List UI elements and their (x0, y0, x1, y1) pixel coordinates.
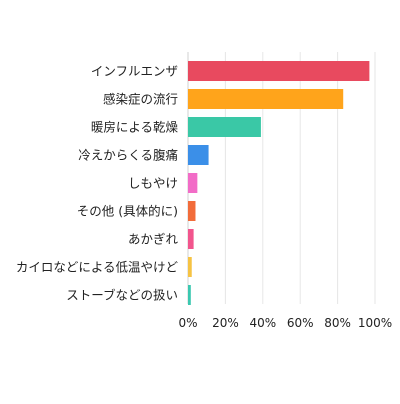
bar-2 (188, 89, 344, 109)
x-tick-label: 40% (249, 316, 276, 330)
x-tick-label: 80% (324, 316, 351, 330)
bar-9 (188, 285, 191, 305)
category-label: インフルエンザ (91, 64, 178, 79)
bar-1 (188, 61, 370, 81)
x-tick-label: 20% (212, 316, 239, 330)
bar-7 (188, 229, 194, 249)
x-tick-label: 0% (178, 316, 197, 330)
bar-8 (188, 257, 192, 277)
category-label: しもやけ (128, 176, 178, 191)
bar-4 (188, 145, 209, 165)
category-label: ストーブなどの扱い (66, 288, 178, 303)
bar-5 (188, 173, 198, 193)
x-tick-label: 100% (358, 316, 392, 330)
category-label: 冷えからくる腹痛 (78, 148, 178, 163)
category-label: 感染症の流行 (103, 92, 178, 107)
category-label: あかぎれ (128, 232, 179, 247)
bar-3 (188, 117, 261, 137)
category-label: その他 (具体的に) (77, 204, 178, 219)
category-label: 暖房による乾燥 (91, 120, 179, 135)
bar-6 (188, 201, 196, 221)
x-tick-label: 60% (287, 316, 314, 330)
category-label: カイロなどによる低温やけど (16, 260, 179, 275)
